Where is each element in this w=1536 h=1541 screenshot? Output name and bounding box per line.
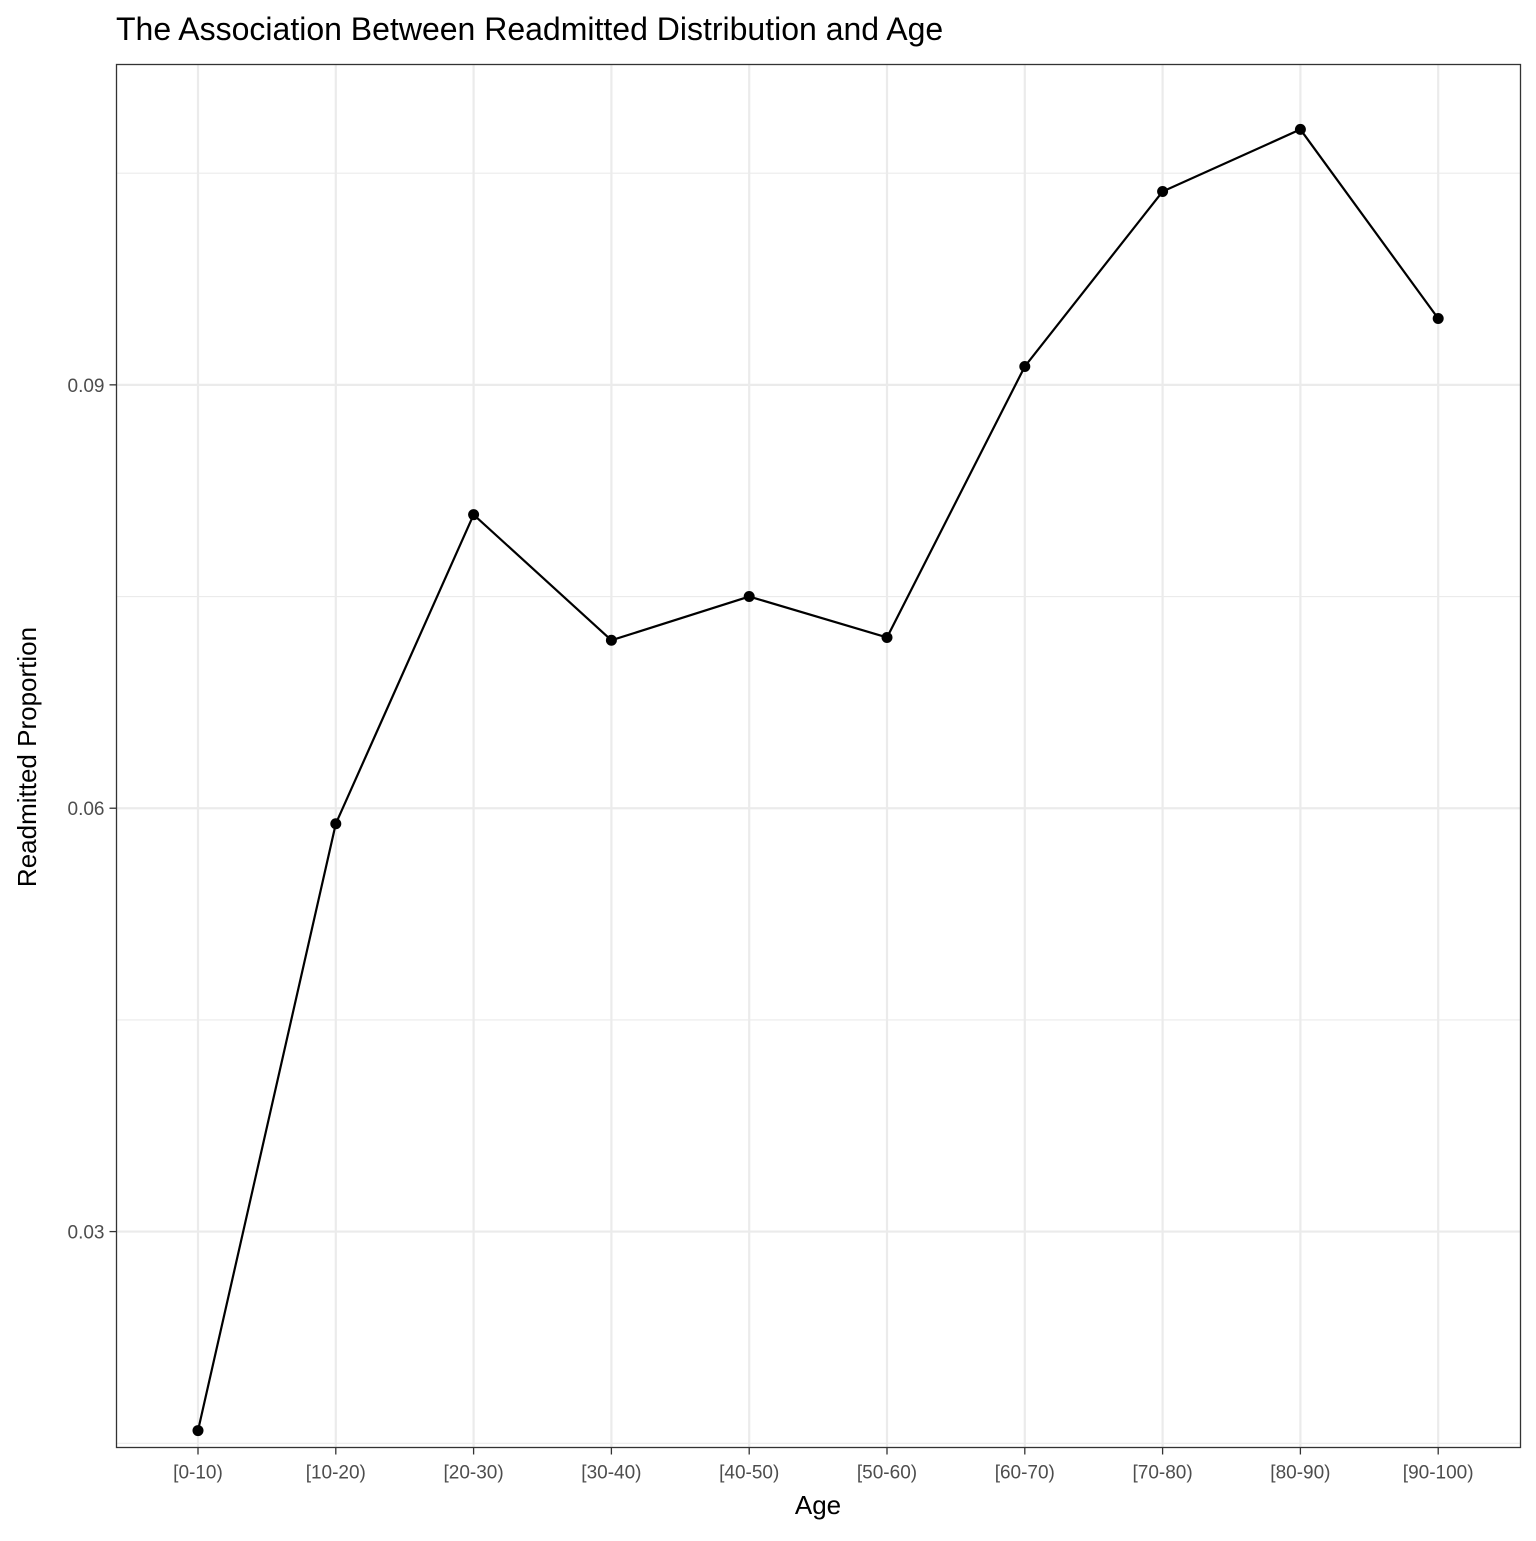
- y-axis: 0.03 0.06 0.09: [68, 376, 117, 1244]
- plot-panel-border: [115, 63, 1522, 1449]
- x-tick-label: [30-40): [581, 1463, 641, 1484]
- y-tick-label: 0.09: [68, 376, 105, 397]
- x-tick-label: [60-70): [995, 1463, 1055, 1484]
- x-tick-label: [70-80): [1132, 1463, 1192, 1484]
- y-axis-title: Readmitted Proportion: [12, 627, 42, 887]
- data-point: [743, 591, 755, 603]
- x-tick-label: [0-10): [173, 1463, 223, 1484]
- x-tick-label: [90-100): [1403, 1463, 1474, 1484]
- data-point: [881, 631, 893, 643]
- data-point: [1157, 186, 1169, 198]
- x-tick-label: [50-60): [857, 1463, 917, 1484]
- x-axis-title: Age: [795, 1490, 841, 1520]
- y-tick-label: 0.03: [68, 1223, 105, 1244]
- x-tick-label: [80-90): [1270, 1463, 1330, 1484]
- x-tick-label: [20-30): [443, 1463, 503, 1484]
- series-line: [196, 128, 1440, 1431]
- x-tick-label: [10-20): [306, 1463, 366, 1484]
- series-line-group: [196, 128, 1440, 1431]
- grid-lines: [116, 64, 1521, 1448]
- x-axis: [0-10) [10-20) [20-30) [30-40) [40-50) [50-60…: [173, 1447, 1474, 1484]
- y-tick-label: 0.06: [68, 799, 105, 820]
- series-points-group: [192, 123, 1444, 1437]
- data-point: [468, 509, 480, 521]
- data-point: [1294, 123, 1306, 135]
- data-point: [330, 818, 342, 830]
- data-point: [192, 1425, 204, 1437]
- data-point: [1432, 313, 1444, 325]
- chart-title: The Association Between Readmitted Distr…: [116, 11, 943, 47]
- x-tick-label: [40-50): [719, 1463, 779, 1484]
- data-point: [1019, 361, 1031, 373]
- data-point: [605, 634, 617, 646]
